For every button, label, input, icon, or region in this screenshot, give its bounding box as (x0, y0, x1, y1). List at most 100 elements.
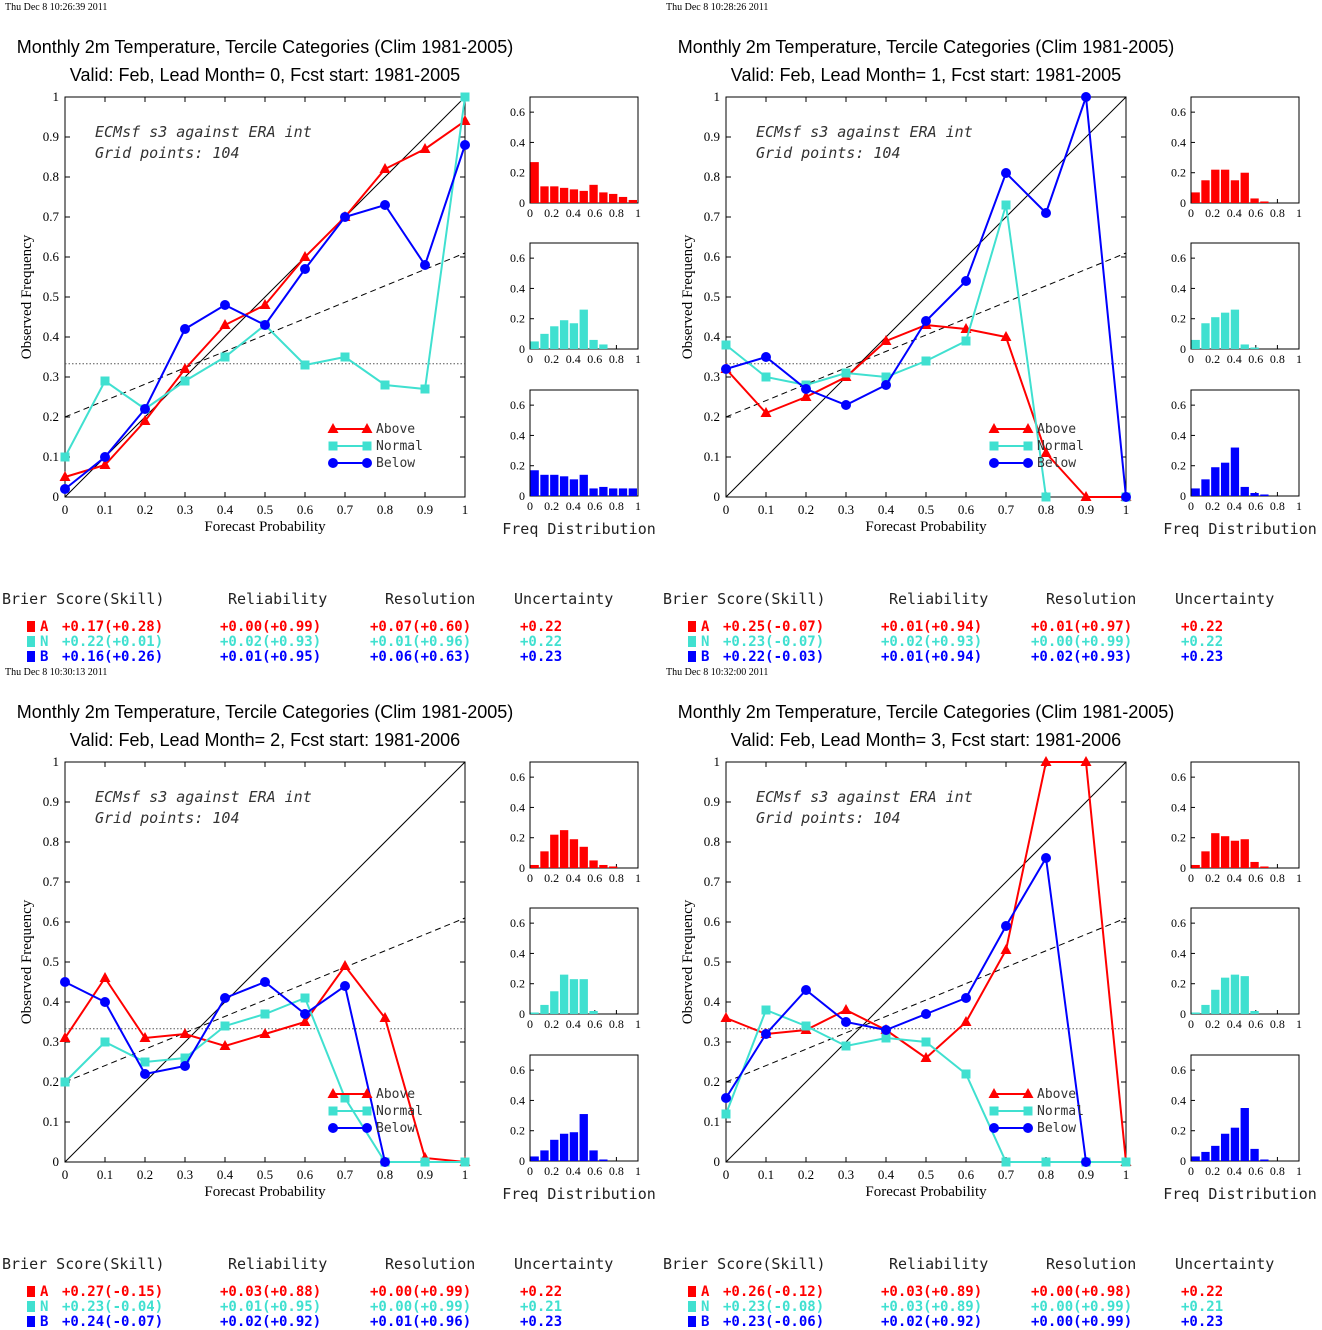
histogram-bar (1250, 347, 1259, 349)
series-line-below (64, 980, 386, 1163)
score-table: Brier Score(Skill) Reliability Resolution U… (2, 1255, 613, 1330)
reliability-score: +0.01(+0.95) (220, 1299, 321, 1315)
histogram-x-tick-label: 0.4 (566, 1017, 581, 1031)
legend-label-normal: Normal (376, 439, 423, 454)
resolution-score: +0.00(+0.99) (370, 1284, 471, 1300)
histogram-y-tick-label: 0 (519, 1007, 525, 1021)
histogram-x-tick-label: 0.8 (609, 1164, 624, 1178)
y-tick-label: 1 (714, 754, 721, 769)
histogram-x-tick-label: 0.6 (587, 352, 602, 366)
below-point (100, 997, 110, 1007)
legend-marker-circle (328, 458, 338, 468)
reliability-score: +0.02(+0.92) (220, 1314, 321, 1330)
above-point (139, 1032, 151, 1042)
brier-score: +0.24(-0.07) (62, 1314, 163, 1330)
below-point (60, 484, 70, 494)
histogram-bar (599, 192, 608, 203)
score-header: Brier Score(Skill) (2, 1255, 165, 1273)
above-point (960, 323, 972, 333)
legend-label-above: Above (376, 422, 415, 437)
histogram-bar (589, 1010, 598, 1014)
reliability-score: +0.02(+0.92) (881, 1314, 982, 1330)
x-tick-label: 0.9 (1078, 502, 1094, 517)
histogram-x-tick-label: 0.4 (1227, 1017, 1242, 1031)
histogram-y-tick-label: 0.4 (510, 800, 525, 814)
below-point (300, 1009, 310, 1019)
above-point (800, 391, 812, 401)
legend-marker-square (362, 441, 372, 451)
below-point (340, 981, 350, 991)
histogram-bar (569, 979, 579, 1014)
histogram-x-tick-label: 0.6 (1248, 352, 1263, 366)
above-point (339, 960, 351, 970)
resolution-score: +0.00(+0.99) (1031, 1314, 1132, 1330)
histogram-bar (1201, 851, 1210, 868)
above-point (1000, 331, 1012, 341)
legend-label-below: Below (1037, 1121, 1076, 1136)
histogram-bar (569, 479, 579, 496)
y-tick-label: 0 (53, 1154, 60, 1169)
normal-point (961, 1069, 971, 1079)
histogram-y-tick-label: 0.2 (510, 312, 525, 326)
x-tick-label: 0 (62, 502, 69, 517)
histogram-x-tick-label: 0 (1188, 1017, 1194, 1031)
histogram-bar (1191, 864, 1200, 868)
legend-label-normal: Normal (1037, 1104, 1084, 1119)
histogram-bar (530, 1156, 539, 1161)
above-point (1080, 756, 1092, 766)
histogram-x-tick-label: 0.6 (1248, 1164, 1263, 1178)
histogram-bar (1211, 833, 1220, 868)
above-point (99, 459, 111, 469)
x-tick-label: 0 (723, 502, 730, 517)
category-swatch (688, 621, 696, 632)
histogram-y-tick-label: 0.4 (510, 428, 525, 442)
x-tick-label: 1 (1123, 502, 1130, 517)
above-point (219, 319, 231, 329)
histogram-bar (1220, 1133, 1230, 1161)
histogram-y-tick-label: 0 (1180, 1154, 1186, 1168)
histogram-x-tick-label: 0.4 (1227, 871, 1242, 885)
histogram-bar (550, 474, 559, 496)
histogram-bar (1191, 1012, 1200, 1014)
y-tick-label: 0.9 (43, 129, 59, 144)
x-tick-label: 0.8 (1038, 502, 1054, 517)
histogram-y-tick-label: 0.4 (510, 281, 525, 295)
y-axis-label: Observed Frequency (680, 234, 696, 359)
histogram-bar (628, 488, 637, 496)
score-row-a: A +0.25(-0.07) +0.01(+0.94) +0.01(+0.97) +0.… (688, 619, 1223, 635)
uncertainty-score: +0.22 (520, 619, 562, 635)
y-tick-label: 0.2 (704, 409, 720, 424)
x-tick-label: 0.1 (758, 502, 774, 517)
freq-distribution-label: Freq Distribution (502, 1185, 656, 1203)
series-normal (60, 993, 470, 1167)
x-tick-label: 0.8 (377, 1167, 393, 1182)
histogram-x-tick-label: 0.2 (1205, 206, 1220, 220)
resolution-score: +0.01(+0.96) (370, 634, 471, 650)
category-swatch (27, 1286, 35, 1297)
histogram-bar (530, 162, 539, 203)
histogram-bar (1191, 339, 1200, 349)
below-point (460, 140, 470, 150)
legend-marker-square (989, 441, 999, 451)
histogram-x-tick-label: 0 (527, 352, 533, 366)
histogram-bar (1240, 344, 1249, 349)
histogram-x-tick-label: 0 (1188, 206, 1194, 220)
resolution-score: +0.02(+0.93) (1031, 649, 1132, 665)
histogram-y-tick-label: 0.4 (510, 1093, 525, 1107)
histogram-bar (530, 1012, 539, 1014)
histogram-x-tick-label: 0 (527, 1017, 533, 1031)
reliability-plot: 00 0.1 0.1 0.2 0.2 0.3 0.3 0.4 0.4 0.5 0.5 0.6 0.6 0.… (19, 754, 471, 1200)
histogram-bar (628, 199, 637, 203)
panel-2: Thu Dec 8 10:30:13 2011 Monthly 2m Temper… (2, 667, 656, 1330)
histogram-x-tick-label: 0.2 (1205, 871, 1220, 885)
histogram-x-tick-label: 0.4 (566, 352, 581, 366)
legend-label-above: Above (1037, 422, 1076, 437)
normal-point (140, 1057, 150, 1067)
histogram-bar (559, 187, 569, 203)
uncertainty-score: +0.22 (1181, 619, 1223, 635)
histogram-bar (550, 326, 559, 349)
x-tick-label: 0.3 (838, 1167, 854, 1182)
y-tick-label: 0.1 (43, 449, 59, 464)
histogram-x-tick-label: 0.8 (609, 206, 624, 220)
